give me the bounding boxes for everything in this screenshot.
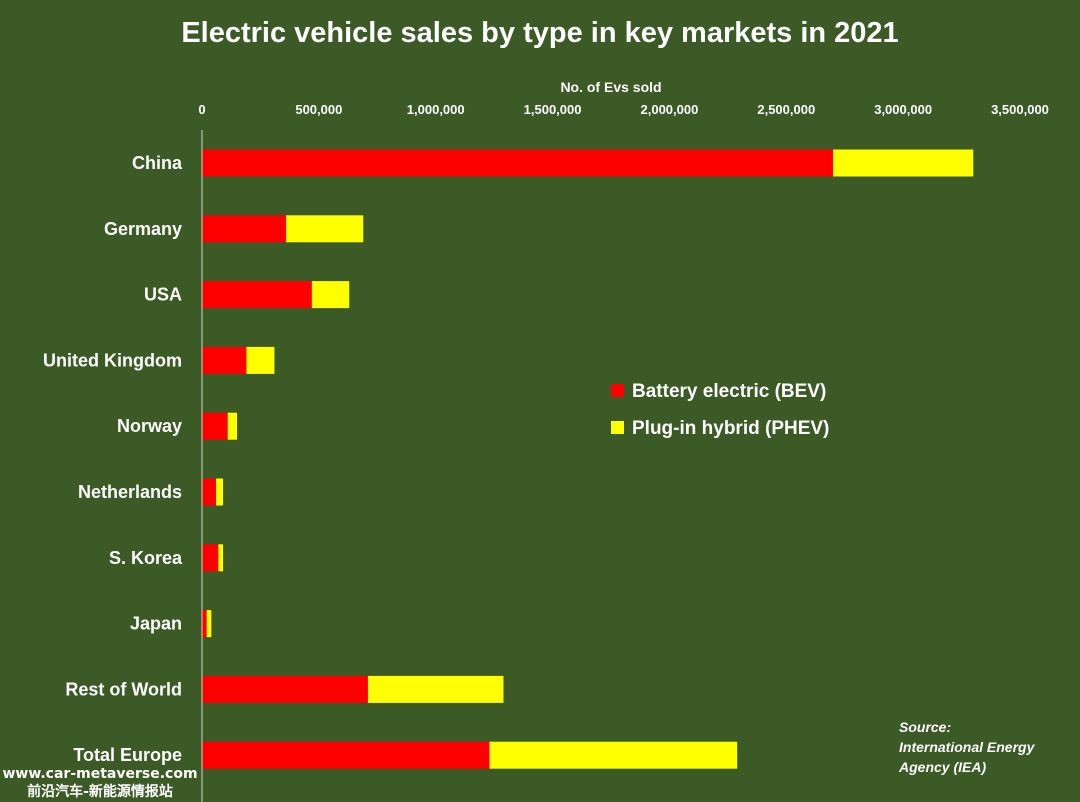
source-note: Source: International Energy Agency (IEA… [898,719,1036,775]
watermark: www.car-metaverse.com 前沿汽车-新能源情报站 [2,766,197,800]
bar-bev-total-europe [202,741,490,769]
chart-title: Electric vehicle sales by type in key ma… [181,17,898,49]
bar-phev-united-kingdom [246,346,275,374]
x-tick-label: 2,000,000 [641,102,699,117]
x-axis-title: No. of Evs sold [560,79,661,95]
x-tick-label: 2,500,000 [757,102,815,117]
source-line-2: Agency (IEA) [898,759,986,775]
bar-phev-norway [227,412,238,440]
category-labels: China Germany USA United Kingdom Norway Nethe… [43,153,183,765]
x-tick-label: 1,000,000 [407,102,465,117]
legend-swatch-bev [611,384,624,397]
x-axis-ticks: 0 500,000 1,000,000 1,500,000 2,000,000 2,500… [198,102,1049,117]
bar-bev-united-kingdom [202,346,247,374]
category-label: Netherlands [78,482,182,502]
bar-phev-usa [311,281,350,309]
bar-bev-japan [202,610,207,638]
legend-label-bev: Battery electric (BEV) [632,381,826,402]
category-label: S. Korea [109,548,183,568]
bar-phev-germany [286,215,364,243]
bar-bev-rest-of-world [202,675,368,703]
bar-phev-s-korea [218,544,224,572]
bar-phev-rest-of-world [367,675,504,703]
bar-phev-netherlands [216,478,224,506]
bar-bev-china [202,149,834,177]
legend-label-phev: Plug-in hybrid (PHEV) [632,418,829,439]
category-label: Total Europe [73,745,182,765]
bar-bev-usa [202,281,312,309]
category-label: Rest of World [65,679,182,699]
category-label: Norway [117,416,182,436]
category-label: United Kingdom [43,350,182,370]
source-label: Source: [899,719,951,735]
bar-phev-china [833,149,974,177]
source-line-1: International Energy [899,739,1036,755]
x-tick-label: 0 [198,102,205,117]
bar-bev-norway [202,412,228,440]
bar-bev-germany [202,215,287,243]
bar-bev-s-korea [202,544,219,572]
category-label: Japan [130,614,182,634]
watermark-text: 前沿汽车-新能源情报站 [27,783,173,800]
x-tick-label: 500,000 [295,102,342,117]
x-tick-label: 3,000,000 [874,102,932,117]
category-label: China [132,153,183,173]
bars [202,149,974,769]
bar-phev-japan [206,610,212,638]
category-label: Germany [104,219,182,239]
bar-bev-netherlands [202,478,217,506]
legend-swatch-phev [611,421,624,434]
category-label: USA [144,285,182,305]
watermark-url: www.car-metaverse.com [2,766,197,782]
bar-phev-total-europe [489,741,738,769]
x-tick-label: 1,500,000 [524,102,582,117]
legend: Battery electric (BEV) Plug-in hybrid (PH… [611,381,829,439]
x-tick-label: 3,500,000 [991,102,1049,117]
